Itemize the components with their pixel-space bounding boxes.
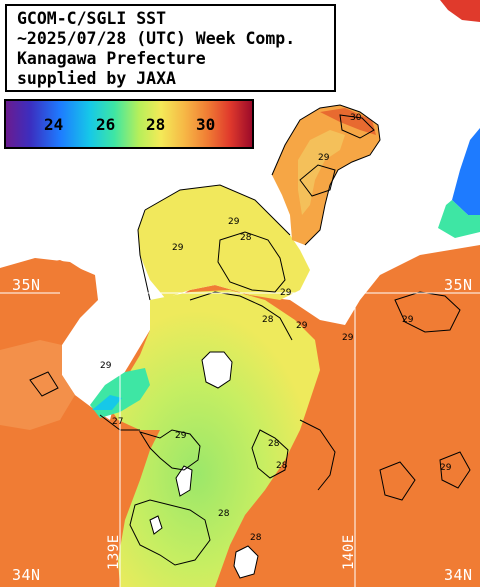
contour-label: 29 xyxy=(402,315,414,325)
contour-label: 29 xyxy=(440,463,452,473)
colorbar-tick-26: 26 xyxy=(96,115,116,134)
contour-label: 29 xyxy=(296,321,308,331)
colorbar-tick-30: 30 xyxy=(196,115,216,134)
contour-label: 29 xyxy=(172,243,184,253)
ocean-east-cold xyxy=(452,128,480,215)
contour-label: 28 xyxy=(240,233,252,243)
contour-29-g xyxy=(299,164,336,197)
contour-28-a xyxy=(138,429,201,471)
north-inlet-head xyxy=(320,108,376,135)
contour-29-f xyxy=(379,461,416,501)
contour-label: 29 xyxy=(100,361,112,371)
lon-label-140e: 140E xyxy=(341,534,357,570)
colorbar: 24 26 28 30 xyxy=(4,99,254,149)
colorbar-tick-24: 24 xyxy=(44,115,64,134)
title-line-3: Kanagawa Prefecture xyxy=(17,49,206,68)
lat-label-34n-west: 34N xyxy=(12,566,41,584)
contour-label: 29 xyxy=(318,153,330,163)
latlon-grid xyxy=(0,292,480,587)
contour-30 xyxy=(339,114,375,139)
contour-label: 29 xyxy=(342,333,354,343)
contour-28-c xyxy=(217,231,286,293)
contour-label: 28 xyxy=(262,315,274,325)
contour-label: 27 xyxy=(112,417,123,427)
island-3 xyxy=(149,515,163,535)
contour-29-d xyxy=(439,451,471,489)
contour-29-e xyxy=(29,371,59,397)
contour-label: 28 xyxy=(268,439,280,449)
island-4 xyxy=(233,545,259,579)
contour-28-d xyxy=(251,429,289,479)
title-box: GCOM-C/SGLI SST ~2025/07/28 (UTC) Week C… xyxy=(5,4,336,92)
title-line-1: GCOM-C/SGLI SST xyxy=(17,9,167,28)
contour-label: 30 xyxy=(350,113,362,123)
ocean-left-bay xyxy=(0,258,96,292)
title-line-4: supplied by JAXA xyxy=(17,69,176,88)
contour-labels: 29 29 28 28 29 29 29 29 29 27 29 28 28 2… xyxy=(100,113,452,543)
lat-label-35n-east: 35N xyxy=(444,276,473,294)
coastline-inlet xyxy=(271,104,381,246)
ocean-east-cool xyxy=(438,200,480,238)
bay-green xyxy=(108,290,320,587)
contour-label: 29 xyxy=(280,288,292,298)
ocean-west-strip xyxy=(0,340,75,430)
north-inlet xyxy=(272,105,380,245)
ocean-top-right xyxy=(440,0,480,22)
coastline-bay xyxy=(137,184,291,301)
title-line-2: ~2025/07/28 (UTC) Week Comp. xyxy=(17,29,296,48)
lat-label-35n-west: 35N xyxy=(12,276,41,294)
lat-label-34n-east: 34N xyxy=(444,566,473,584)
contour-label: 28 xyxy=(218,509,230,519)
contour-29-b xyxy=(299,419,336,491)
island-2 xyxy=(175,465,193,497)
bay-upper xyxy=(138,185,310,300)
island-1 xyxy=(201,351,233,389)
contour-label: 29 xyxy=(175,431,187,441)
contour-label: 29 xyxy=(228,217,240,227)
contour-label: 28 xyxy=(276,461,288,471)
contour-28-b xyxy=(129,499,211,566)
colorbar-tick-28: 28 xyxy=(146,115,166,134)
bay-cold-core xyxy=(92,395,122,410)
lon-label-139e: 139E xyxy=(106,534,122,570)
contour-label: 28 xyxy=(250,533,262,543)
